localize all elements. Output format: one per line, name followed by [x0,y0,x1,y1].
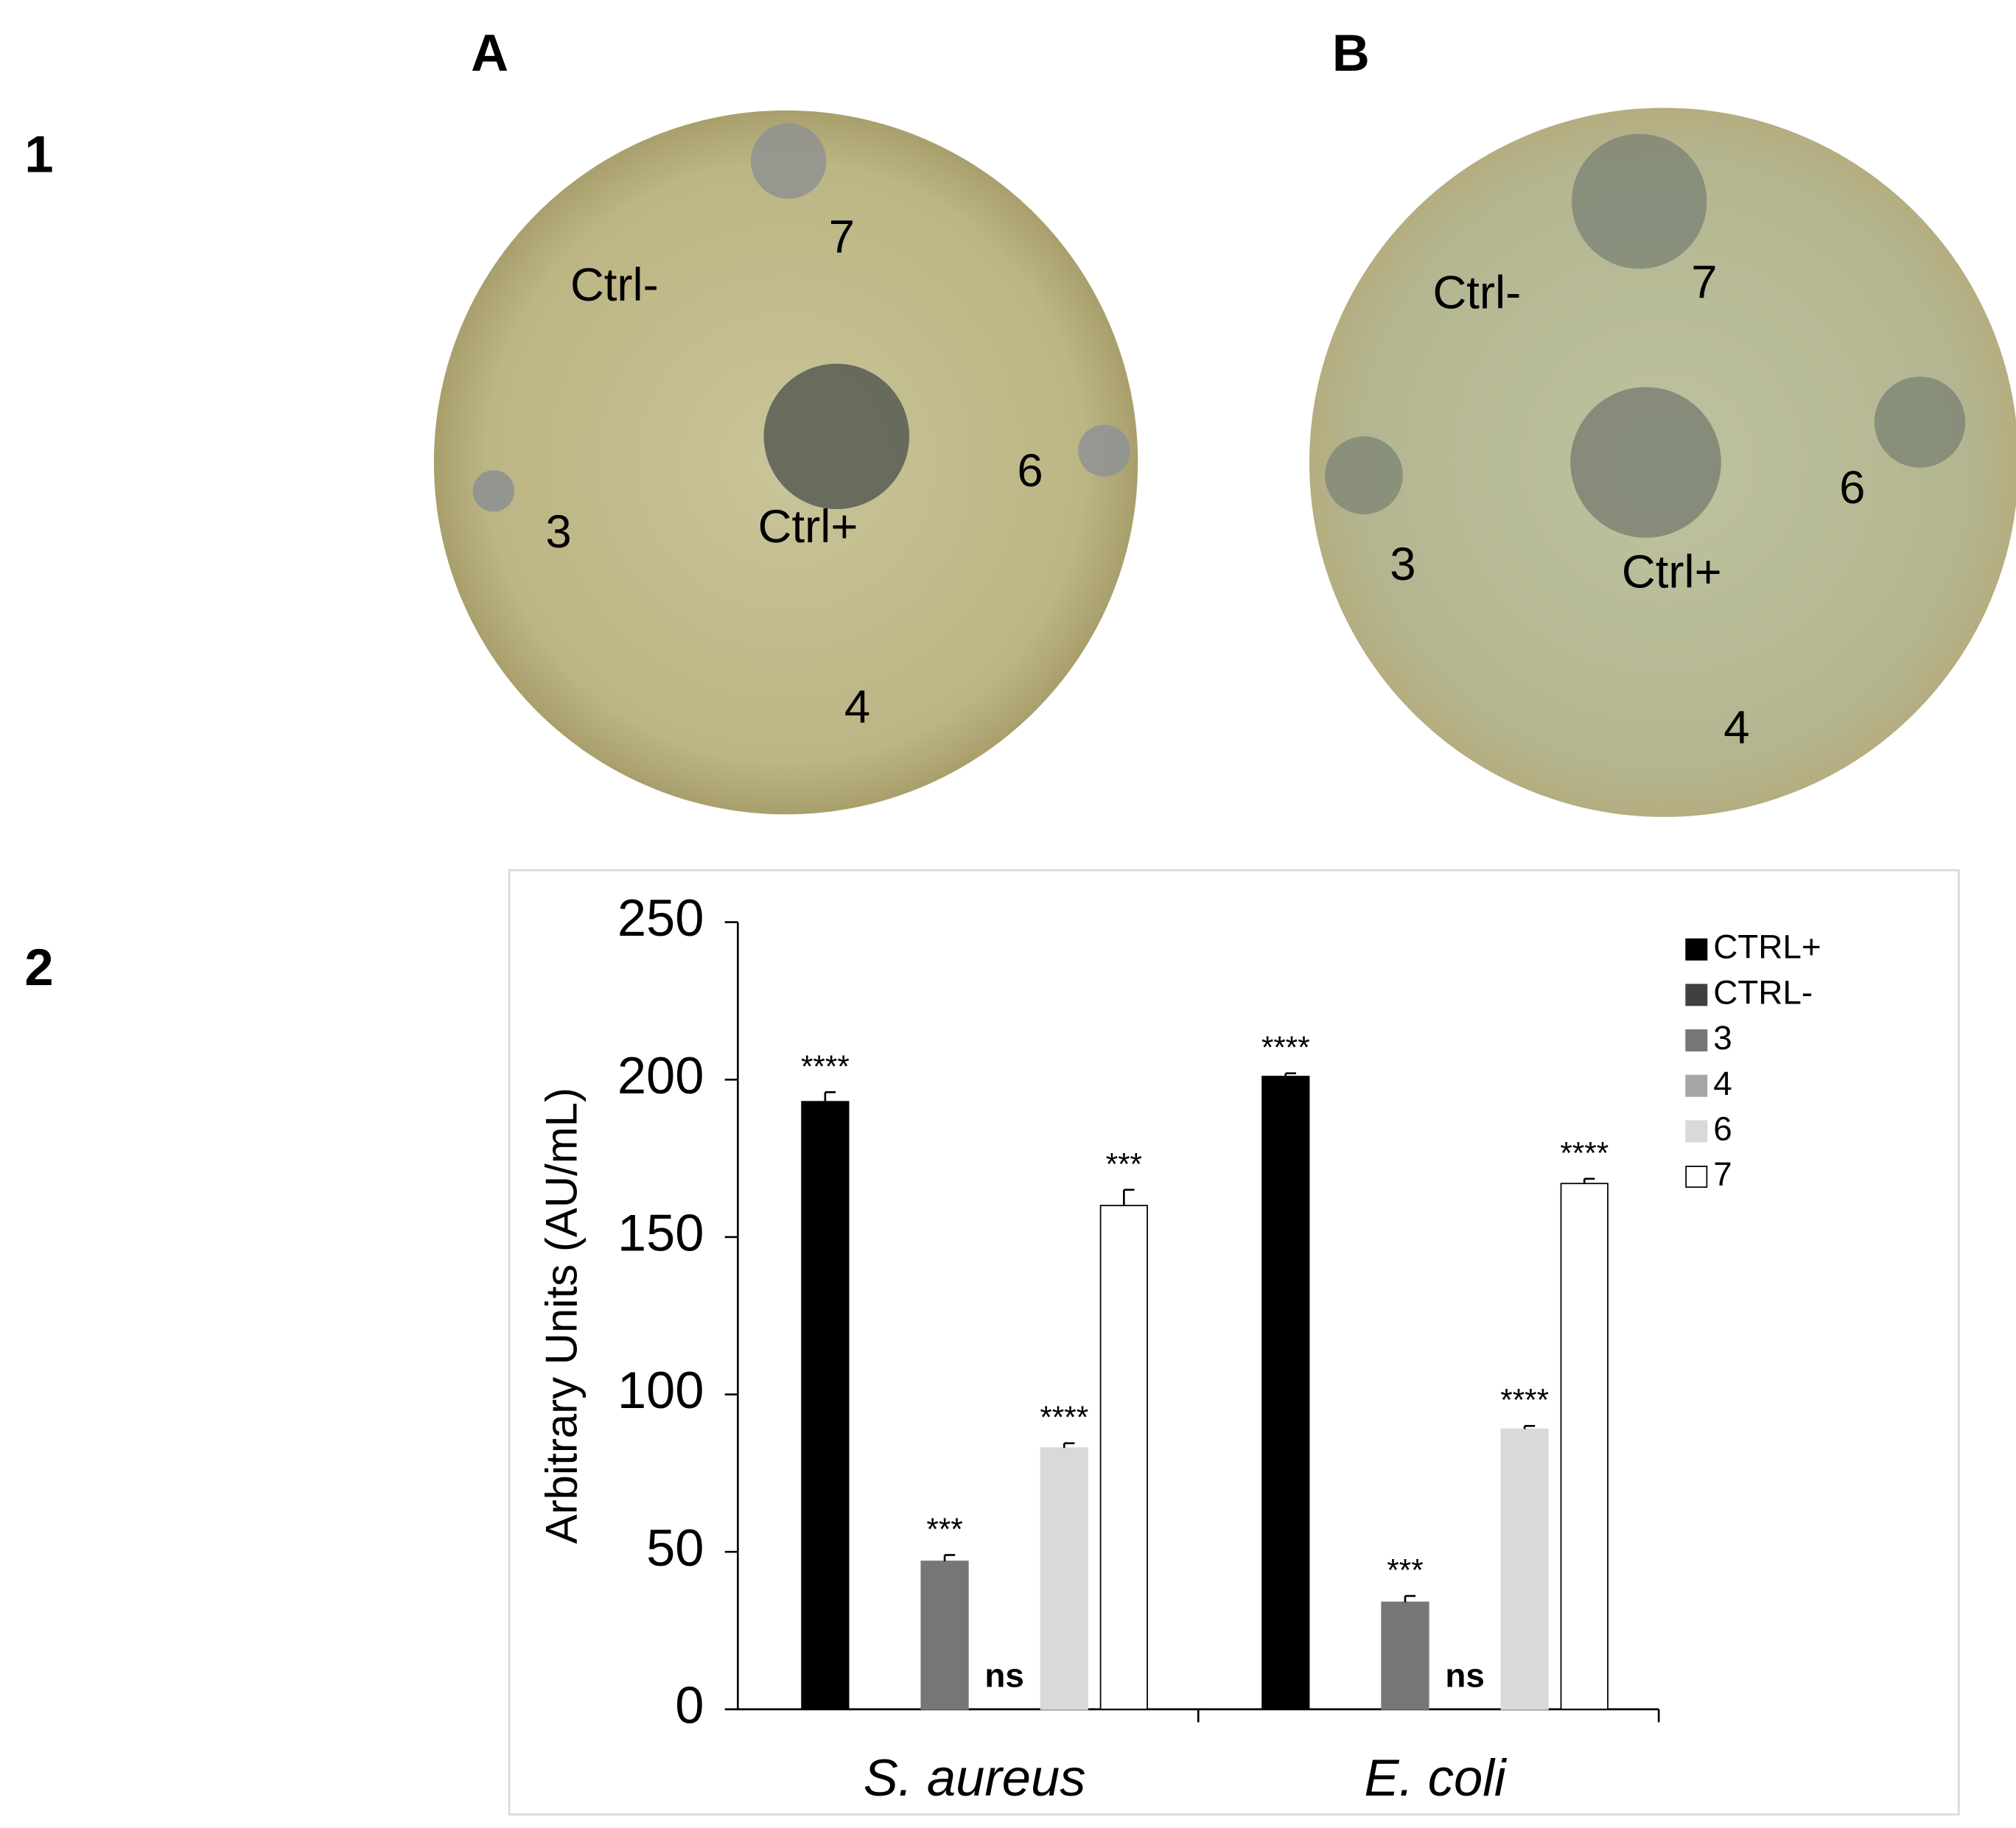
y-tick-label: 250 [617,889,704,947]
significance-label: **** [801,1049,850,1084]
spot [1570,387,1721,538]
legend-swatch [1685,1166,1708,1188]
spot [763,363,910,510]
spot [750,123,827,199]
significance-label: **** [1500,1383,1549,1418]
plate-label: Ctrl+ [758,501,858,553]
y-tick-label: 200 [617,1046,704,1104]
significance-label: **** [1261,1030,1310,1065]
spot [1874,377,1966,468]
plate-label: Ctrl+ [1622,547,1722,598]
panel-label: B [1332,24,1370,82]
significance-label: ns [1445,1657,1484,1695]
spot [1325,436,1403,515]
spot [1572,133,1707,269]
legend-label: 3 [1713,1019,1732,1057]
legend-swatch [1685,1120,1708,1143]
significance-label: **** [1560,1135,1609,1170]
plate-label: Ctrl- [1432,267,1521,319]
x-tick-label: E. coli [1365,1748,1508,1807]
bar [1099,1205,1148,1710]
significance-label: *** [1106,1146,1142,1181]
legend-label: 4 [1713,1065,1732,1102]
significance-label: *** [1387,1552,1423,1587]
row-label: 1 [24,125,53,183]
legend-swatch [1685,1074,1708,1097]
y-tick-label: 0 [675,1676,704,1734]
legend-label: CTRL+ [1713,928,1821,966]
plate-label: 3 [545,506,571,558]
plate-label: 7 [829,211,855,263]
plate-label: 6 [1017,445,1043,497]
plate-label: 4 [844,682,870,733]
plate-label: 7 [1691,257,1717,309]
legend-label: 7 [1713,1155,1732,1193]
spot [472,470,515,512]
plate-label: Ctrl- [570,259,659,311]
y-tick-label: 100 [617,1361,704,1419]
bar [1381,1601,1429,1710]
significance-label: ns [984,1657,1023,1695]
row-label: 2 [24,938,53,996]
y-tick-label: 50 [646,1519,704,1577]
legend-label: CTRL- [1713,973,1813,1011]
legend-swatch [1685,938,1708,961]
bar [1560,1183,1609,1710]
bar [1040,1447,1088,1710]
panel-label: A [471,24,508,82]
bar [1500,1428,1549,1710]
plate-label: 3 [1390,539,1415,590]
plate-label: 6 [1839,462,1865,514]
bar [801,1101,850,1710]
bar [1261,1076,1310,1710]
significance-label: *** [926,1512,962,1547]
legend-swatch [1685,984,1708,1006]
legend-label: 6 [1713,1110,1732,1148]
legend-swatch [1685,1029,1708,1052]
plate-label: 4 [1723,702,1749,754]
y-tick-label: 150 [617,1204,704,1262]
bar [920,1561,969,1710]
y-axis-label: Arbitrary Units (AU/mL) [537,1088,587,1544]
chart-frame [508,869,1960,1815]
x-tick-label: S. aureus [864,1748,1086,1807]
significance-label: **** [1040,1400,1088,1435]
spot [1078,424,1130,477]
